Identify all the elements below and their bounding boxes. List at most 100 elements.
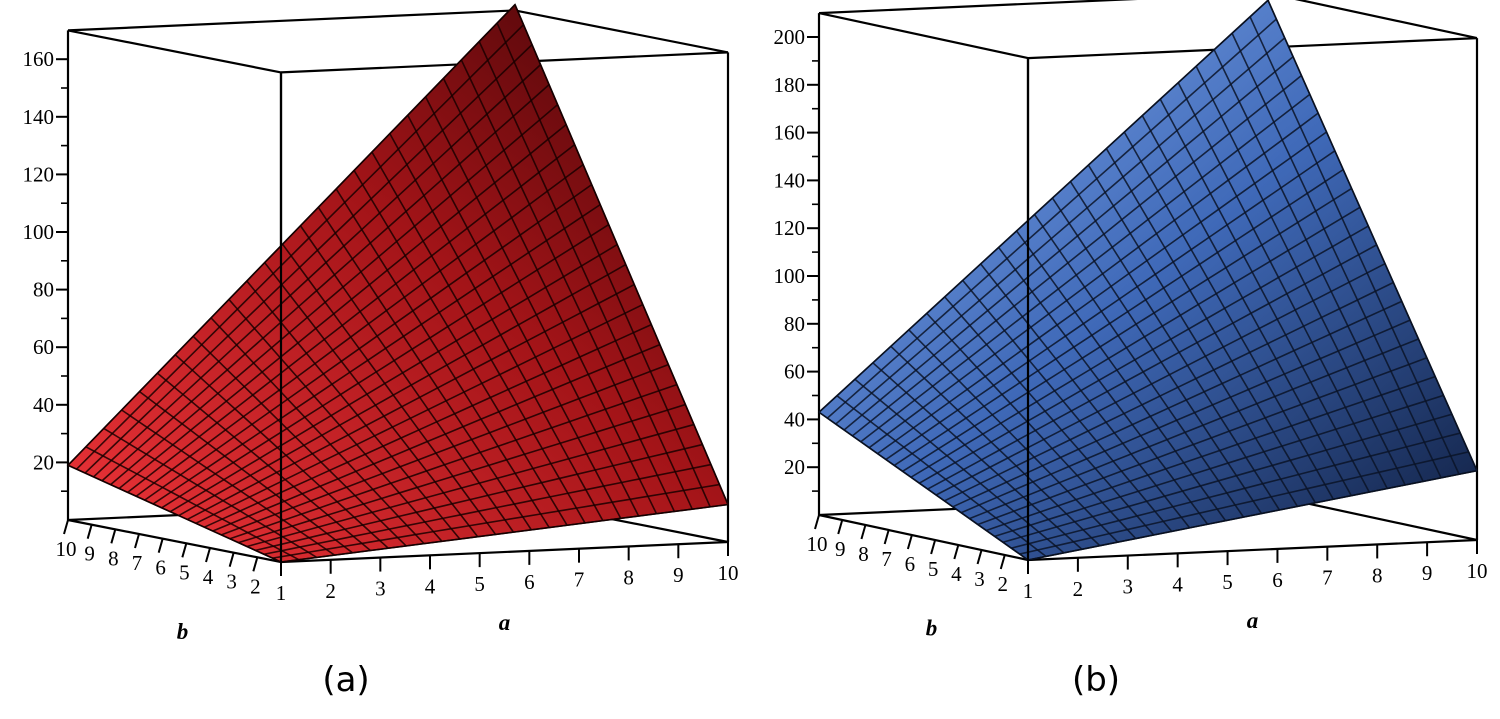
mesh-line-b — [161, 223, 610, 509]
b-tick-label: 8 — [108, 546, 119, 570]
box-edge — [818, 0, 1138, 15]
z-tick-label: 200 — [774, 25, 806, 49]
mesh-line-a — [872, 362, 1083, 550]
b-tick — [953, 544, 960, 560]
a-axis-title: a — [1247, 608, 1259, 633]
mesh-line-a — [962, 279, 1173, 532]
mesh-line-b — [960, 319, 1411, 514]
mesh-line-b — [877, 131, 1327, 455]
b-tick-label: 2 — [998, 572, 1009, 596]
mesh-line-a — [389, 133, 604, 522]
mesh-line-a — [1213, 49, 1424, 482]
mesh-line-b — [851, 74, 1302, 437]
b-tick-label: 4 — [203, 565, 214, 589]
b-tick-label: 8 — [858, 542, 869, 566]
b-tick-label: 2 — [250, 574, 261, 598]
mesh-line-b — [178, 263, 627, 517]
mesh-line-b — [75, 24, 525, 470]
mesh-line-b — [843, 56, 1294, 431]
mesh-line-b — [255, 443, 703, 552]
mesh-line-a — [1051, 197, 1263, 515]
a-tick-label: 1 — [1023, 579, 1034, 603]
mesh-line-b — [272, 483, 720, 559]
a-tick-label: 6 — [524, 570, 535, 594]
b-tick-label: 3 — [226, 570, 237, 594]
b-tick — [228, 552, 235, 567]
mesh-line-b — [1027, 469, 1478, 561]
a-tick-label: 9 — [1422, 561, 1433, 585]
z-tick-label: 60 — [33, 335, 54, 359]
a-axis-title: a — [499, 610, 511, 635]
mesh-line-a — [85, 446, 300, 561]
z-tick-label: 160 — [774, 121, 806, 145]
a-tick-label: 3 — [1123, 575, 1134, 599]
mesh-line-b — [93, 64, 542, 478]
mesh-line-b — [186, 283, 635, 521]
mesh-line-a — [460, 59, 676, 512]
mesh-line-a — [997, 246, 1209, 525]
a-axis: 1 2 3 4 5 6 7 8 9 10 a — [276, 542, 739, 635]
mesh-line-b — [229, 383, 678, 540]
mesh-line-a — [1123, 131, 1335, 500]
mesh-line-b — [169, 243, 618, 513]
mesh-line-a — [210, 317, 425, 545]
mesh-line-b — [280, 503, 729, 563]
mesh-line-b — [826, 18, 1277, 419]
z-tick-label: 20 — [33, 450, 54, 474]
mesh-line-a — [299, 225, 515, 533]
mesh-line-a — [1159, 98, 1370, 493]
a-axis: 1 2 3 4 5 6 7 8 9 10 a — [1023, 540, 1488, 633]
a-tick-label: 7 — [1322, 566, 1333, 590]
mesh-line-a — [335, 188, 550, 528]
a-tick-label: 6 — [1272, 568, 1283, 592]
b-tick — [157, 538, 164, 553]
mesh-line-b — [885, 150, 1336, 461]
z-tick-label: 180 — [774, 73, 806, 97]
mesh-line-b — [144, 183, 593, 501]
b-tick — [837, 519, 844, 535]
a-tick-label: 8 — [623, 565, 634, 589]
mesh-line-b — [969, 338, 1419, 520]
mesh-line-b — [935, 262, 1386, 496]
mesh-line-b — [195, 303, 644, 525]
a-tick-label: 8 — [1372, 563, 1383, 587]
mesh-line-a — [1231, 32, 1442, 479]
b-tick — [63, 519, 69, 535]
panel-caption-b: (b) — [1071, 660, 1121, 700]
z-tick-label: 80 — [33, 278, 54, 302]
z-tick-label: 80 — [784, 312, 805, 336]
mesh-line-a — [478, 41, 693, 510]
z-tick-label: 120 — [23, 162, 55, 186]
mesh-line-a — [1069, 181, 1281, 511]
a-tick-label: 3 — [375, 577, 386, 601]
mesh-line-b — [860, 93, 1311, 443]
mesh-line-b — [977, 357, 1428, 526]
mesh-line-a — [890, 345, 1101, 547]
mesh-line-b — [910, 206, 1361, 478]
mesh-line-b — [944, 281, 1394, 502]
a-tick-label: 5 — [1222, 570, 1233, 594]
mesh-line-a — [407, 114, 622, 519]
mesh-line-a — [371, 151, 586, 524]
b-tick — [110, 529, 117, 544]
mesh-line-a — [317, 206, 532, 531]
box-edge — [514, 9, 729, 54]
b-tick-label: 10 — [807, 532, 828, 556]
mesh-line-a — [1195, 65, 1406, 486]
mesh-line-a — [1249, 16, 1460, 475]
b-tick — [252, 557, 259, 572]
box-edge — [1294, 0, 1478, 40]
mesh-line-a — [1141, 115, 1352, 497]
mesh-line-b — [835, 37, 1286, 425]
mesh-line-b — [118, 124, 567, 490]
mesh-line-b — [152, 203, 601, 505]
mesh-line-a — [156, 372, 371, 552]
z-tick-label: 160 — [23, 47, 55, 71]
b-tick — [930, 539, 937, 555]
mesh-line-a — [1105, 148, 1317, 504]
z-tick-label: 100 — [774, 264, 806, 288]
mesh-line-b — [994, 394, 1444, 538]
mesh-line-a — [228, 298, 443, 542]
